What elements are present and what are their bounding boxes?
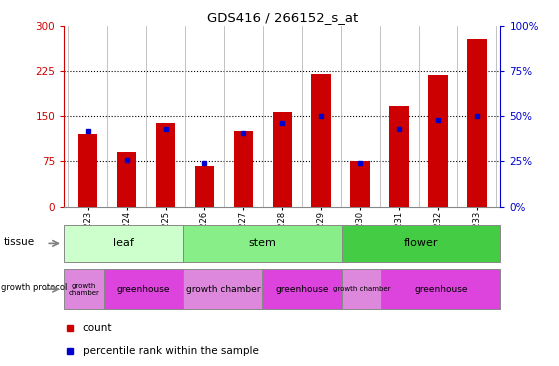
Bar	[342, 225, 500, 262]
Text: percentile rank within the sample: percentile rank within the sample	[83, 346, 259, 356]
Bar	[183, 225, 342, 262]
Title: GDS416 / 266152_s_at: GDS416 / 266152_s_at	[207, 11, 358, 25]
Bar	[467, 39, 487, 207]
Text: greenhouse: greenhouse	[414, 285, 467, 294]
Bar	[350, 161, 370, 207]
Text: tissue: tissue	[3, 236, 34, 247]
Bar	[195, 166, 214, 207]
Bar	[342, 269, 381, 309]
Bar	[183, 269, 263, 309]
Bar	[156, 123, 175, 207]
Bar	[390, 106, 409, 207]
Bar	[104, 269, 183, 309]
Text: stem: stem	[249, 238, 276, 249]
Text: count: count	[83, 324, 112, 333]
Text: growth
chamber: growth chamber	[69, 283, 100, 296]
Bar	[381, 269, 500, 309]
Text: growth chamber: growth chamber	[186, 285, 260, 294]
Bar	[263, 269, 342, 309]
Bar	[64, 225, 183, 262]
Text: growth protocol: growth protocol	[1, 283, 68, 292]
Text: leaf: leaf	[113, 238, 134, 249]
Text: growth chamber: growth chamber	[333, 286, 390, 292]
Bar	[234, 131, 253, 207]
Bar	[428, 75, 448, 207]
Bar	[273, 112, 292, 207]
Bar	[117, 152, 136, 207]
Bar	[78, 134, 97, 207]
Text: greenhouse: greenhouse	[117, 285, 170, 294]
Bar	[311, 74, 331, 207]
Bar	[64, 269, 104, 309]
Text: flower: flower	[404, 238, 438, 249]
Text: greenhouse: greenhouse	[276, 285, 329, 294]
